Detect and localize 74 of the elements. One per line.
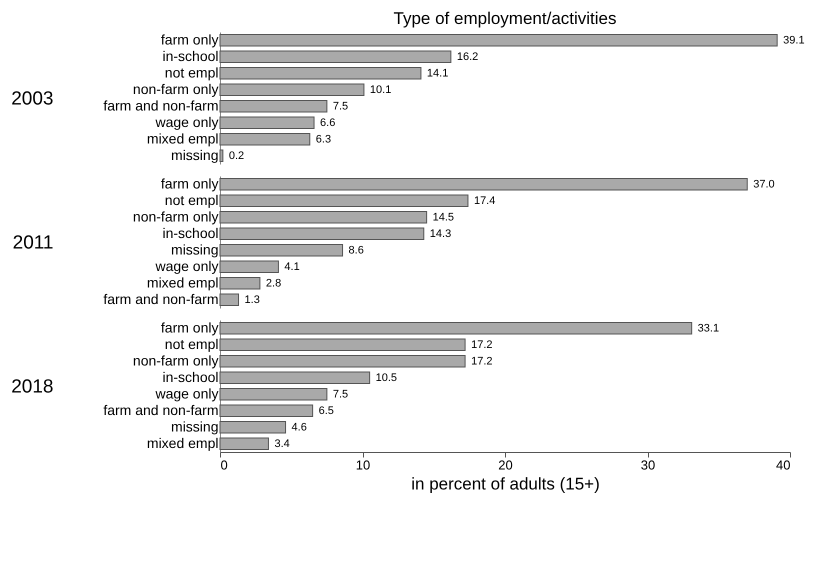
data-label: 37.0: [753, 178, 775, 190]
bar: [220, 276, 260, 290]
bar: [220, 293, 240, 306]
y-tick-label: mixed empl: [146, 130, 218, 146]
x-tick-label: 20: [498, 458, 513, 472]
bar: [220, 194, 468, 208]
bar: [220, 100, 328, 113]
y-tick-label: in-school: [162, 368, 218, 385]
y-tick-label: non-farm only: [132, 80, 218, 97]
y-tick-label: not empl: [164, 192, 218, 208]
data-label: 6.3: [316, 133, 332, 146]
data-label: 6.6: [320, 116, 336, 129]
data-label: 14.5: [432, 211, 454, 224]
data-label: 0.2: [228, 150, 244, 162]
data-label: 17.4: [474, 194, 496, 207]
bar: [220, 260, 279, 274]
bar: [220, 244, 344, 257]
data-label: 17.2: [471, 338, 493, 351]
data-label: 1.3: [244, 294, 260, 306]
data-label: 6.5: [318, 404, 334, 417]
y-tick-label: in-school: [162, 48, 218, 64]
data-label: 7.5: [332, 100, 348, 112]
y-tick-label: farm and non-farm: [103, 402, 218, 418]
y-tick-label: wage only: [154, 258, 218, 274]
y-tick-label: farm only: [160, 319, 218, 336]
data-label: 4.1: [284, 260, 300, 273]
data-label: 33.1: [698, 322, 720, 334]
y-tick-label: farm only: [160, 31, 218, 48]
y-tick-label: non-farm only: [132, 208, 218, 224]
y-tick-label: missing: [171, 146, 218, 163]
data-label: 7.5: [332, 388, 348, 400]
x-tick-label: 10: [356, 458, 370, 472]
x-tick-label: 0: [220, 458, 228, 472]
y-tick-label: farm and non-farm: [103, 290, 218, 307]
y-tick-label: wage only: [154, 114, 218, 130]
y-tick-label: mixed empl: [146, 434, 218, 451]
bar: [220, 116, 315, 130]
data-label: 16.2: [456, 50, 478, 63]
y-tick-label: missing: [171, 241, 218, 258]
chart-title: Type of employment/activities: [394, 9, 616, 28]
data-label: 2.8: [266, 277, 282, 290]
x-tick-label: 40: [776, 458, 790, 472]
data-label: 10.5: [376, 372, 398, 384]
y-axis-title: 2003: [11, 88, 54, 110]
y-tick-label: non-farm only: [132, 352, 218, 368]
data-label: 17.2: [471, 355, 493, 368]
bar: [220, 34, 778, 47]
data-label: 4.6: [292, 421, 307, 434]
bar: [220, 149, 224, 162]
bar: [220, 50, 452, 64]
y-tick-label: missing: [171, 418, 218, 434]
y-axis-title: 2011: [12, 232, 54, 254]
y-tick-label: farm and non-farm: [103, 97, 218, 114]
data-label: 39.1: [783, 34, 805, 46]
y-tick-label: mixed empl: [146, 274, 218, 290]
y-tick-label: in-school: [162, 224, 218, 241]
bar: [220, 83, 364, 96]
y-tick-label: farm only: [160, 175, 218, 192]
x-tick-label: 30: [640, 458, 656, 472]
data-label: 14.1: [426, 67, 448, 80]
data-label: 8.6: [348, 244, 364, 256]
y-tick-label: not empl: [164, 64, 218, 80]
bar: [220, 210, 428, 224]
bar: [220, 132, 310, 146]
y-tick-label: wage only: [154, 385, 218, 402]
bar: [220, 227, 424, 240]
bar: [220, 66, 422, 80]
data-label: 14.3: [430, 228, 452, 240]
data-label: 10.1: [370, 84, 392, 96]
x-axis-title: in percent of adults (15+): [411, 474, 600, 494]
y-tick-label: not empl: [164, 336, 218, 352]
bar: [220, 178, 748, 191]
data-label: 3.4: [274, 438, 290, 450]
y-axis-title: 2018: [11, 376, 54, 398]
